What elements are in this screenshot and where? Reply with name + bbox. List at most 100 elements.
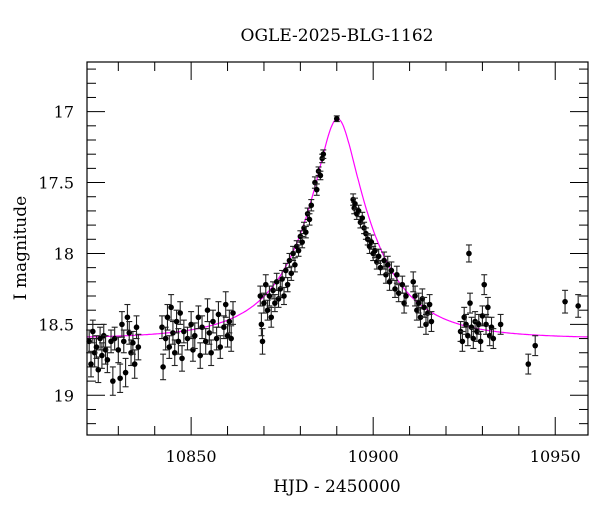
point-marker (467, 300, 473, 306)
data-point (467, 292, 474, 314)
data-point (104, 346, 111, 374)
point-marker (160, 364, 166, 370)
data-point (313, 183, 320, 196)
point-marker (270, 287, 276, 294)
data-point (575, 294, 582, 318)
data-point (88, 350, 95, 378)
data-point (160, 353, 167, 381)
data-point (197, 342, 204, 369)
point-marker (299, 239, 305, 245)
point-marker (359, 215, 366, 221)
data-point (208, 339, 215, 367)
data-point (266, 285, 273, 307)
point-marker (261, 300, 267, 306)
y-tick-label: 18.5 (38, 315, 74, 334)
data-point (179, 345, 186, 372)
y-tick-label: 17 (54, 103, 74, 122)
point-marker (281, 293, 287, 299)
point-marker (532, 342, 539, 349)
point-marker (130, 340, 136, 346)
data-point (497, 313, 504, 335)
point-marker (175, 338, 182, 345)
point-marker (122, 369, 129, 376)
point-marker (208, 349, 214, 356)
data-point (402, 285, 409, 307)
data-point (386, 272, 393, 291)
data-point (412, 285, 419, 307)
point-marker (257, 293, 264, 299)
point-marker (88, 361, 94, 367)
data-point (258, 312, 265, 337)
point-marker (119, 321, 125, 328)
data-point (162, 326, 169, 351)
point-marker (115, 347, 122, 353)
data-point (490, 328, 497, 350)
point-marker (221, 324, 227, 331)
model-curve (87, 117, 588, 338)
y-axis-label: I magnitude (11, 196, 31, 300)
data-point (333, 115, 340, 123)
data-point (302, 225, 309, 239)
point-marker (181, 328, 187, 335)
data-point (202, 328, 209, 355)
data-point (481, 274, 488, 296)
data-point (222, 291, 229, 318)
data-point (204, 298, 211, 323)
x-tick-label: 10850 (166, 447, 217, 466)
data-point (395, 284, 402, 303)
data-point (117, 363, 124, 394)
data-point (525, 353, 532, 375)
data-point (410, 271, 417, 293)
point-marker (481, 281, 488, 288)
point-marker (392, 286, 398, 292)
point-marker (258, 321, 265, 328)
point-marker (292, 262, 298, 268)
point-marker (490, 335, 497, 342)
point-marker (110, 378, 116, 384)
point-marker (313, 186, 320, 193)
point-marker (179, 355, 185, 362)
y-tick-label: 19 (54, 386, 74, 405)
data-point (131, 349, 138, 379)
point-marker (173, 318, 180, 325)
point-marker (264, 307, 271, 313)
data-point (484, 296, 491, 318)
axis-ticks: 10850 10900 10950 17 17.5 18 18.5 19 (38, 62, 588, 466)
point-marker (466, 250, 472, 257)
point-marker (266, 293, 273, 299)
point-marker (120, 338, 127, 345)
data-point (415, 292, 422, 314)
point-marker (477, 338, 484, 345)
point-marker (333, 115, 340, 122)
point-marker (93, 344, 100, 350)
point-marker (162, 335, 169, 342)
data-point (180, 319, 187, 344)
x-axis-label: HJD - 2450000 (273, 477, 401, 497)
data-point (428, 311, 435, 333)
data-point (122, 357, 129, 388)
point-marker (284, 281, 291, 288)
point-marker (286, 257, 293, 264)
point-marker (282, 267, 289, 274)
point-marker (306, 216, 313, 223)
data-point (284, 277, 291, 293)
point-marker (259, 338, 266, 345)
point-marker (384, 262, 391, 268)
point-marker (213, 335, 220, 342)
data-point (291, 257, 298, 273)
data-point (257, 285, 264, 307)
data-point (166, 335, 173, 359)
point-marker (230, 310, 236, 316)
data-point (115, 336, 122, 364)
data-point (306, 213, 313, 226)
data-point (459, 330, 466, 352)
data-point (268, 306, 275, 328)
plot-frame (86, 61, 589, 436)
point-marker (485, 304, 491, 311)
data-point (111, 326, 118, 351)
data-point (308, 199, 315, 212)
data-points-group (86, 115, 582, 396)
data-point (135, 333, 142, 361)
point-marker (131, 361, 138, 367)
data-point (95, 356, 102, 384)
